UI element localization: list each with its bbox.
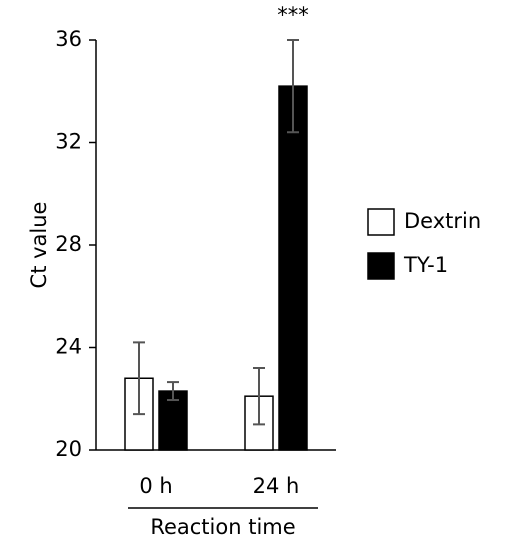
- y-tick-label: 36: [55, 27, 82, 51]
- x-tick-label: 24 h: [253, 474, 300, 498]
- y-tick-label: 32: [55, 130, 82, 154]
- bar: [278, 85, 308, 451]
- significance-annotation: ***: [277, 3, 309, 27]
- y-tick-label: 20: [55, 437, 82, 461]
- x-tick-label: 0 h: [139, 474, 172, 498]
- legend-swatch: [367, 252, 395, 280]
- legend-swatch: [367, 208, 395, 236]
- legend-label: Dextrin: [404, 209, 481, 233]
- y-tick-label: 24: [55, 335, 82, 359]
- y-tick-label: 28: [55, 232, 82, 256]
- y-axis-label: Ct value: [27, 202, 51, 289]
- legend-label: TY-1: [403, 253, 448, 277]
- x-axis-label: Reaction time: [150, 515, 295, 539]
